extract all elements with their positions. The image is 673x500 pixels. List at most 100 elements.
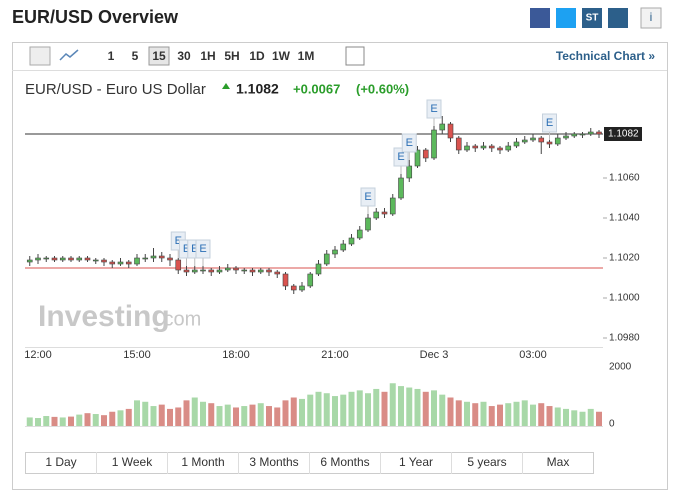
event-marker[interactable] (426, 99, 442, 119)
volume-bar (431, 390, 437, 426)
interval-button[interactable]: 1 (108, 49, 115, 63)
candle-body (59, 257, 66, 261)
candle-body (439, 123, 446, 131)
info-button[interactable] (640, 7, 662, 29)
range-button[interactable]: 1 Week (112, 455, 153, 469)
quote-name: EUR/USD - Euro US Dollar (25, 81, 206, 98)
volume-bar (51, 416, 58, 426)
twitter-icon[interactable] (556, 8, 576, 28)
candle-body (472, 145, 479, 149)
volume-tick-label: 2000 (609, 362, 632, 373)
interval-button[interactable]: 15 (152, 49, 166, 63)
range-button[interactable]: 5 years (467, 455, 506, 469)
candle-view-button[interactable] (29, 46, 51, 66)
event-marker[interactable] (360, 187, 376, 207)
event-marker[interactable] (195, 239, 211, 259)
quote-change-percent: (+0.60%) (356, 81, 409, 96)
range-button[interactable]: 1 Day (45, 455, 76, 469)
range-button[interactable]: 3 Months (249, 455, 298, 469)
event-label: E (191, 243, 198, 255)
volume-bar (290, 397, 297, 426)
candle-body (464, 145, 470, 151)
candle-body (134, 257, 140, 265)
volume-bar (365, 393, 371, 426)
watermark-suffix: .com (158, 308, 201, 330)
volume-bar (142, 401, 149, 426)
volume-bar (538, 403, 545, 426)
interval-button[interactable]: 1M (298, 49, 315, 63)
candle-body (422, 149, 429, 159)
candle-body (167, 257, 173, 261)
volume-bar (257, 403, 264, 426)
volume-bar (563, 408, 569, 426)
volume-bar (587, 408, 594, 426)
y-tick-label: 1.1060 (609, 173, 640, 184)
candle-body (373, 211, 380, 219)
interval-button[interactable]: 1D (249, 49, 265, 63)
candle-body (356, 229, 363, 239)
range-button[interactable]: 1 Year (399, 455, 433, 469)
current-price-box (604, 127, 642, 141)
range-button[interactable]: 1 Month (181, 455, 224, 469)
email-icon[interactable] (608, 8, 628, 28)
volume-bar (521, 400, 528, 426)
volume-bar (299, 398, 305, 426)
volume-bar (530, 404, 536, 426)
volume-bar (596, 411, 602, 426)
candle-body (183, 269, 190, 273)
quote-price: 1.1082 (236, 81, 279, 97)
interval-button[interactable]: 1H (200, 49, 215, 63)
candle-body (563, 135, 569, 139)
volume-bar (158, 404, 165, 426)
candle-body (158, 255, 165, 259)
volume-bar (356, 390, 363, 426)
range-button[interactable]: 6 Months (320, 455, 369, 469)
candle-body (414, 149, 421, 167)
stocktwits-label: ST (586, 13, 599, 24)
candle-body (216, 269, 223, 273)
volume-bar (208, 403, 215, 426)
y-tick-label: 1.1020 (609, 253, 640, 264)
interval-button[interactable]: 1W (272, 49, 291, 63)
candle-body (51, 257, 58, 261)
candle-body (282, 273, 289, 287)
interval-button[interactable]: 5 (132, 49, 139, 63)
candle-body (208, 269, 215, 273)
interval-button[interactable]: 5H (224, 49, 239, 63)
candle-body (398, 177, 404, 199)
candle-body (224, 267, 231, 271)
candle-body (175, 259, 182, 271)
stocktwits-icon[interactable] (582, 8, 602, 28)
volume-bar (307, 394, 314, 426)
info-label: i (650, 10, 653, 24)
candle-body (299, 285, 305, 291)
candle-body (340, 243, 347, 251)
event-marker[interactable] (542, 113, 557, 133)
candle-body (447, 123, 454, 139)
candle-body (125, 261, 132, 265)
volume-bar (233, 407, 239, 426)
volume-bar (134, 400, 140, 426)
event-marker[interactable] (401, 133, 417, 153)
line-view-button[interactable] (59, 49, 79, 61)
candle-body (249, 269, 256, 273)
candle-body (554, 137, 561, 145)
volume-bar (348, 391, 355, 426)
volume-bar (125, 408, 132, 426)
table-view-button[interactable] (345, 46, 365, 66)
volume-bar (340, 394, 347, 426)
range-button[interactable]: Max (547, 455, 570, 469)
volume-bar (35, 418, 41, 426)
page-title: EUR/USD Overview (12, 7, 179, 27)
volume-bar (101, 415, 107, 426)
candle-body (431, 129, 437, 159)
candle-body (546, 141, 553, 145)
volume-bar (414, 388, 421, 426)
technical-chart-link[interactable]: Technical Chart » (556, 49, 655, 63)
candle-body (513, 141, 520, 147)
candle-body (290, 285, 297, 291)
interval-button[interactable]: 30 (177, 49, 191, 63)
facebook-icon[interactable] (530, 8, 550, 28)
candle-body (241, 269, 248, 272)
x-tick-label: 03:00 (519, 349, 547, 361)
